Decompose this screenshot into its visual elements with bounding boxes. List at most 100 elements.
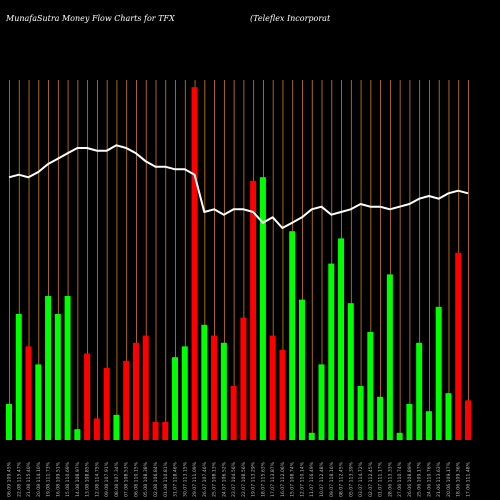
bar-2	[25, 346, 32, 440]
bar-23	[230, 386, 237, 440]
bar-3	[35, 364, 42, 440]
x-tick-label: 19.07 113.29%	[251, 461, 257, 497]
bar-45	[445, 393, 452, 440]
x-tick-label: 26.07 107.46%	[202, 461, 208, 497]
x-tick-label: 19.08 111.73%	[46, 461, 52, 497]
x-tick-label: 06.09 109.45%	[7, 461, 13, 497]
bar-6	[64, 296, 71, 440]
bar-40	[396, 432, 403, 440]
x-tick-label: 15.07 108.74%	[290, 461, 296, 497]
x-tick-label: 22.07 108.56%	[241, 461, 247, 497]
chart-title: MunafaSutra Money Flow Charts for TFX	[6, 14, 175, 23]
bar-10	[103, 368, 110, 440]
x-tick-label: 26.06 108.89%	[407, 461, 413, 497]
x-tick-label: 28.06 113.33%	[387, 461, 393, 497]
x-tick-label: 25.07 108.13%	[212, 461, 218, 497]
bars	[6, 87, 471, 441]
x-tick-label: 24.07 106.52%	[221, 461, 227, 497]
bar-30	[298, 299, 305, 440]
x-tick-label: 23.07 104.56%	[231, 461, 237, 497]
bar-24	[240, 317, 247, 440]
price-line	[8, 144, 469, 229]
x-tick-label: 08.07 112.45%	[339, 461, 345, 497]
x-tick-label: 20.08 114.10%	[36, 461, 42, 497]
bar-42	[416, 342, 423, 440]
x-tick-label: 01.08 110.81%	[163, 461, 169, 497]
bar-11	[113, 414, 120, 440]
x-tick-label: 31.07 118.46%	[173, 461, 179, 497]
bar-19	[191, 87, 198, 440]
x-tick-label: 15.08 110.69%	[65, 461, 71, 497]
x-tick-label: 02.08 106.84%	[153, 461, 159, 497]
bar-29	[289, 231, 296, 440]
bar-0	[6, 404, 12, 440]
x-tick-label: 18.07 115.63%	[260, 461, 266, 497]
bar-9	[93, 418, 100, 440]
x-tick-label: 06.08 110.15%	[133, 461, 139, 497]
bar-8	[84, 353, 91, 440]
x-tick-label: 05.07 113.39%	[348, 461, 354, 497]
x-tick-label: 03.07 114.72%	[358, 461, 364, 497]
bar-38	[377, 396, 384, 440]
bar-28	[279, 350, 286, 440]
bar-33	[328, 263, 335, 440]
bar-22	[220, 342, 227, 440]
bar-35	[347, 303, 354, 440]
x-tick-label: 08.08 107.34%	[114, 461, 120, 497]
bar-4	[45, 296, 52, 440]
x-tick-label: 25.06 109.17%	[417, 461, 423, 497]
x-tick-label: 21.06 113.63%	[436, 461, 442, 497]
bar-34	[338, 238, 345, 440]
x-tick-label: 27.06 110.74%	[397, 461, 403, 497]
x-tick-label: 16.08 109.51%	[55, 461, 61, 497]
bar-31	[308, 432, 315, 440]
chart-subtitle: (Teleflex Incorporat	[250, 14, 331, 23]
x-tick-label: 22.08 115.47%	[16, 461, 22, 497]
x-tick-label: 24.06 110.76%	[426, 461, 432, 497]
x-tick-label: 12.07 110.14%	[299, 461, 305, 497]
bar-44	[435, 306, 442, 440]
bar-17	[172, 357, 179, 440]
price-line-path	[8, 144, 469, 229]
x-tick-label: 12.08 114.75%	[94, 461, 100, 497]
bar-41	[406, 404, 413, 440]
x-tick-label: 17.06 111.48%	[466, 461, 472, 497]
x-tick-label: 09.07 118.16%	[329, 461, 335, 497]
x-tick-label: 05.08 108.38%	[143, 461, 149, 497]
x-axis-labels: 06.09 109.45% 22.08 115.47% 21.08 115.40% 2…	[7, 461, 472, 497]
x-tick-label: 29.07 111.09%	[192, 461, 198, 497]
x-tick-label: 21.08 115.40%	[26, 461, 32, 497]
bar-21	[211, 335, 218, 440]
bar-18	[181, 346, 188, 440]
x-tick-label: 11.07 116.49%	[309, 461, 315, 497]
x-tick-label: 01.07 111.17%	[378, 461, 384, 497]
bar-25	[250, 180, 257, 441]
bar-14	[142, 335, 149, 440]
bar-47	[465, 400, 471, 440]
bar-7	[74, 429, 81, 440]
x-tick-label: 14.08 108.97%	[75, 461, 81, 497]
x-tick-label: 16.07 112.06%	[280, 461, 286, 497]
bar-16	[162, 422, 169, 440]
bar-32	[318, 364, 325, 440]
bar-15	[152, 422, 159, 440]
bar-39	[386, 274, 393, 440]
bar-27	[269, 335, 276, 440]
x-tick-label: 20.06 109.17%	[446, 461, 452, 497]
x-tick-label: 10.07 112.48%	[319, 461, 325, 497]
bar-1	[15, 314, 22, 440]
bar-36	[357, 386, 364, 440]
x-tick-label: 09.08 107.91%	[104, 461, 110, 497]
bar-46	[455, 252, 462, 440]
x-tick-label: 18.06 109.36%	[456, 461, 462, 497]
x-tick-label: 07.08 108.53%	[124, 461, 130, 497]
bar-12	[123, 360, 130, 440]
x-tick-label: 13.08 108.85%	[85, 461, 91, 497]
bar-20	[201, 324, 208, 440]
bar-43	[425, 411, 432, 440]
bar-26	[259, 177, 266, 440]
bar-37	[367, 332, 374, 440]
x-tick-label: 02.07 112.45%	[368, 461, 374, 497]
bar-13	[132, 342, 139, 440]
